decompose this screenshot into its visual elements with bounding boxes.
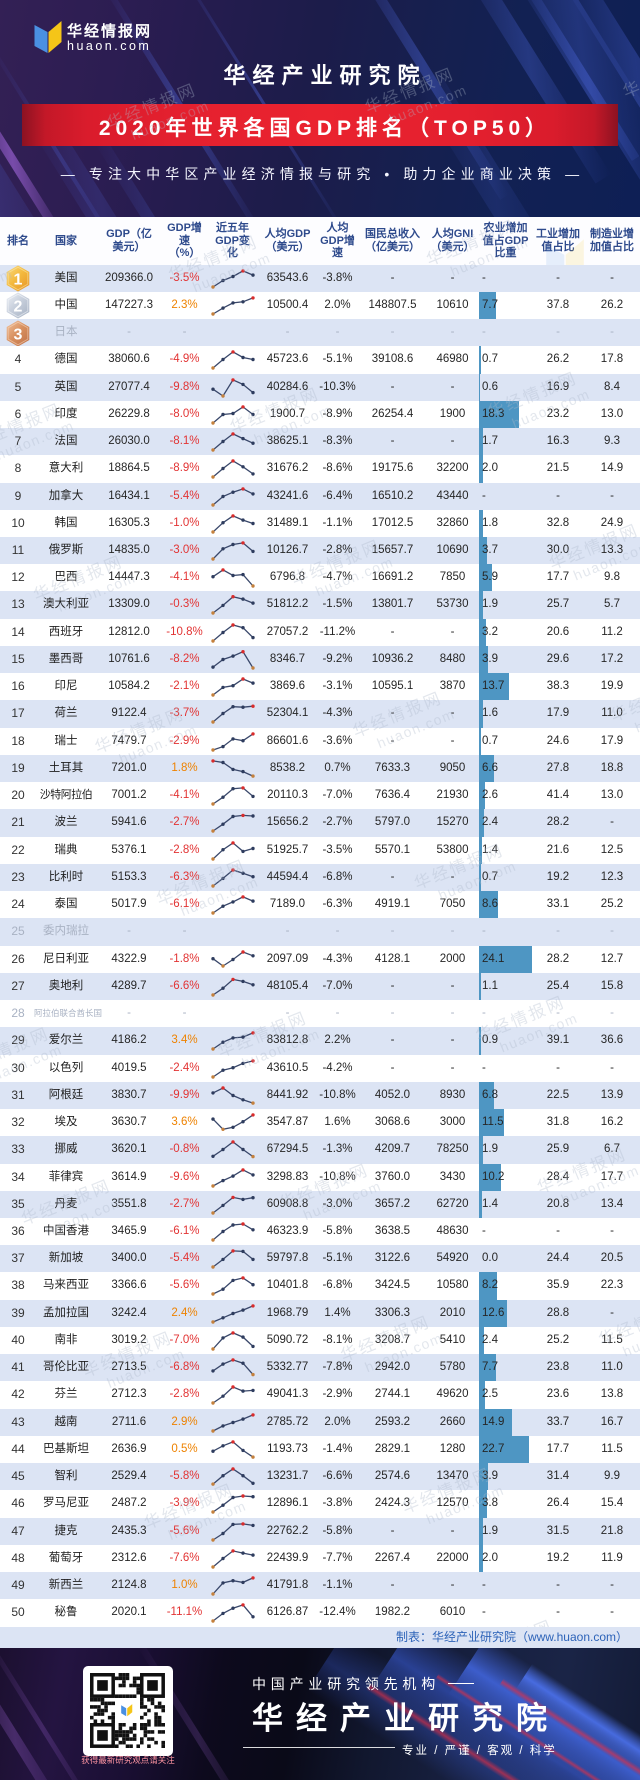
svg-text:1: 1 [14,272,23,289]
svg-text:3: 3 [14,326,23,343]
svg-text:2: 2 [14,299,23,316]
